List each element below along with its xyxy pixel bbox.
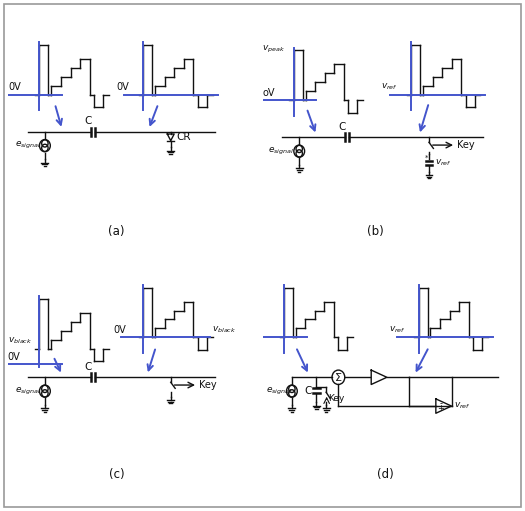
Text: $e_{signal}$: $e_{signal}$ — [266, 386, 292, 397]
Text: 0V: 0V — [113, 325, 126, 335]
Text: $v_{black}$: $v_{black}$ — [8, 336, 32, 346]
Text: oV: oV — [262, 88, 275, 98]
Text: C: C — [84, 362, 91, 371]
Text: Key: Key — [329, 394, 345, 403]
Text: $v_{black}$: $v_{black}$ — [212, 324, 236, 335]
Text: Key: Key — [200, 380, 217, 390]
Text: $v_{ref}$: $v_{ref}$ — [382, 82, 398, 92]
Text: C: C — [338, 122, 345, 131]
Text: $v_{ref}$: $v_{ref}$ — [455, 401, 471, 411]
Text: CR: CR — [176, 132, 191, 143]
Text: 0V: 0V — [9, 82, 22, 92]
Text: (d): (d) — [376, 468, 393, 481]
Text: $e_{signal}$: $e_{signal}$ — [15, 386, 41, 397]
Text: C: C — [84, 116, 91, 126]
Text: +: + — [437, 404, 444, 413]
Text: $e_{signal}$: $e_{signal}$ — [268, 146, 295, 157]
Text: -: - — [439, 399, 442, 408]
Text: $v_{ref}$: $v_{ref}$ — [435, 157, 452, 168]
Text: *: * — [425, 155, 429, 161]
Text: $\Sigma$: $\Sigma$ — [334, 371, 343, 383]
Text: (c): (c) — [109, 468, 124, 481]
Text: $v_{ref}$: $v_{ref}$ — [389, 324, 406, 335]
Text: $e_{signal}$: $e_{signal}$ — [15, 140, 41, 151]
Text: (a): (a) — [108, 225, 125, 238]
Text: $v_{peak}$: $v_{peak}$ — [262, 44, 286, 55]
Text: C: C — [304, 386, 312, 396]
Text: 0V: 0V — [117, 82, 129, 92]
Text: 0V: 0V — [8, 352, 20, 362]
Text: Key: Key — [457, 140, 475, 150]
Text: (b): (b) — [367, 225, 383, 238]
